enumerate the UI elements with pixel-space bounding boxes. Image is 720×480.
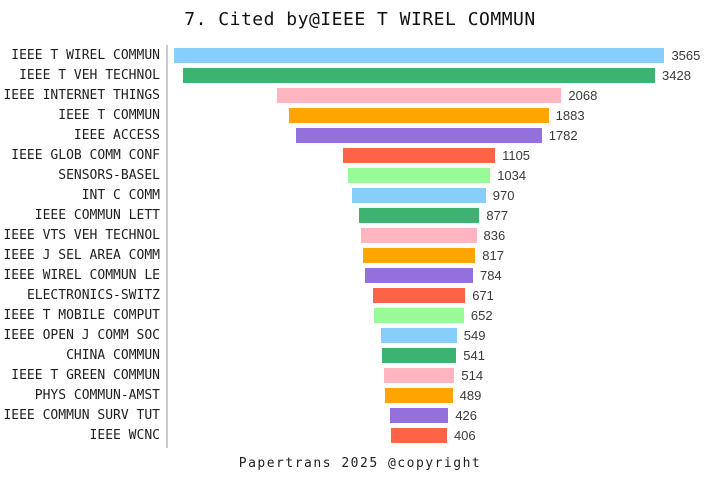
bar [383,368,455,383]
value-label: 541 [463,348,485,363]
bar [365,268,473,283]
category-label: IEEE T COMMUN [58,108,160,123]
category-label: SENSORS-BASEL [58,168,160,183]
value-label: 652 [470,308,493,323]
value-label: 1034 [497,168,527,183]
category-label: IEEE ACCESS [73,128,160,143]
category-label: IEEE COMMUN SURV TUT [3,408,160,423]
category-label: ELECTRONICS-SWITZ [26,288,160,303]
bar [289,108,549,123]
bar [381,328,457,343]
category-label: IEEE T MOBILE COMPUT [3,308,160,323]
value-label: 1782 [548,128,578,143]
category-label: IEEE T WIREL COMMUN [11,48,160,63]
category-label: CHINA COMMUN [66,348,160,363]
bar [342,148,496,163]
bar [296,128,542,143]
category-label: IEEE VTS VEH TECHNOL [3,228,160,243]
bar [374,308,464,323]
bar [347,168,491,183]
bar [372,288,466,303]
bar [358,208,480,223]
category-label: IEEE T VEH TECHNOL [19,68,160,83]
value-label: 426 [455,408,478,423]
value-label: 784 [479,268,502,283]
bar [182,68,655,83]
value-label: 970 [492,188,515,203]
value-label: 1883 [555,108,585,123]
bar [352,188,486,203]
bar [173,48,665,63]
category-label: IEEE T GREEN COMMUN [11,368,160,383]
value-label: 671 [472,288,494,303]
value-label: 836 [483,228,506,243]
value-label: 3428 [662,68,691,83]
category-label: IEEE J SEL AREA COMM [3,248,160,263]
value-label: 549 [463,328,486,343]
category-label: IEEE INTERNET THINGS [3,88,160,103]
category-label: IEEE OPEN J COMM SOC [3,328,160,343]
chart-area: IEEE T WIREL COMMUN 3565 IEEE T VEH TECHNO… [0,45,720,450]
value-label: 1105 [502,148,531,163]
bar [381,348,457,363]
value-label: 817 [482,248,504,263]
category-label: IEEE COMMUN LETT [34,208,160,223]
value-label: 877 [486,208,509,223]
bar [389,408,449,423]
value-label: 406 [453,428,476,443]
category-label: IEEE WIREL COMMUN LE [3,268,160,283]
value-label: 489 [459,388,482,403]
category-label: INT C COMM [81,188,160,203]
category-axis-line [166,45,168,448]
category-label: IEEE GLOB COMM CONF [11,148,160,163]
bar [362,248,476,263]
chart-title: 7. Cited by@IEEE T WIREL COMMUN [184,9,536,30]
value-label: 2068 [568,88,598,103]
category-label: PHYS COMMUN-AMST [34,388,160,403]
value-label: 514 [461,368,484,383]
bar [361,228,477,243]
bar [276,88,562,103]
bar [385,388,453,403]
category-label: IEEE WCNC [89,428,160,443]
bar [391,428,447,443]
copyright-footer: Papertrans 2025 @copyright [238,456,482,471]
value-label: 3565 [671,48,701,63]
